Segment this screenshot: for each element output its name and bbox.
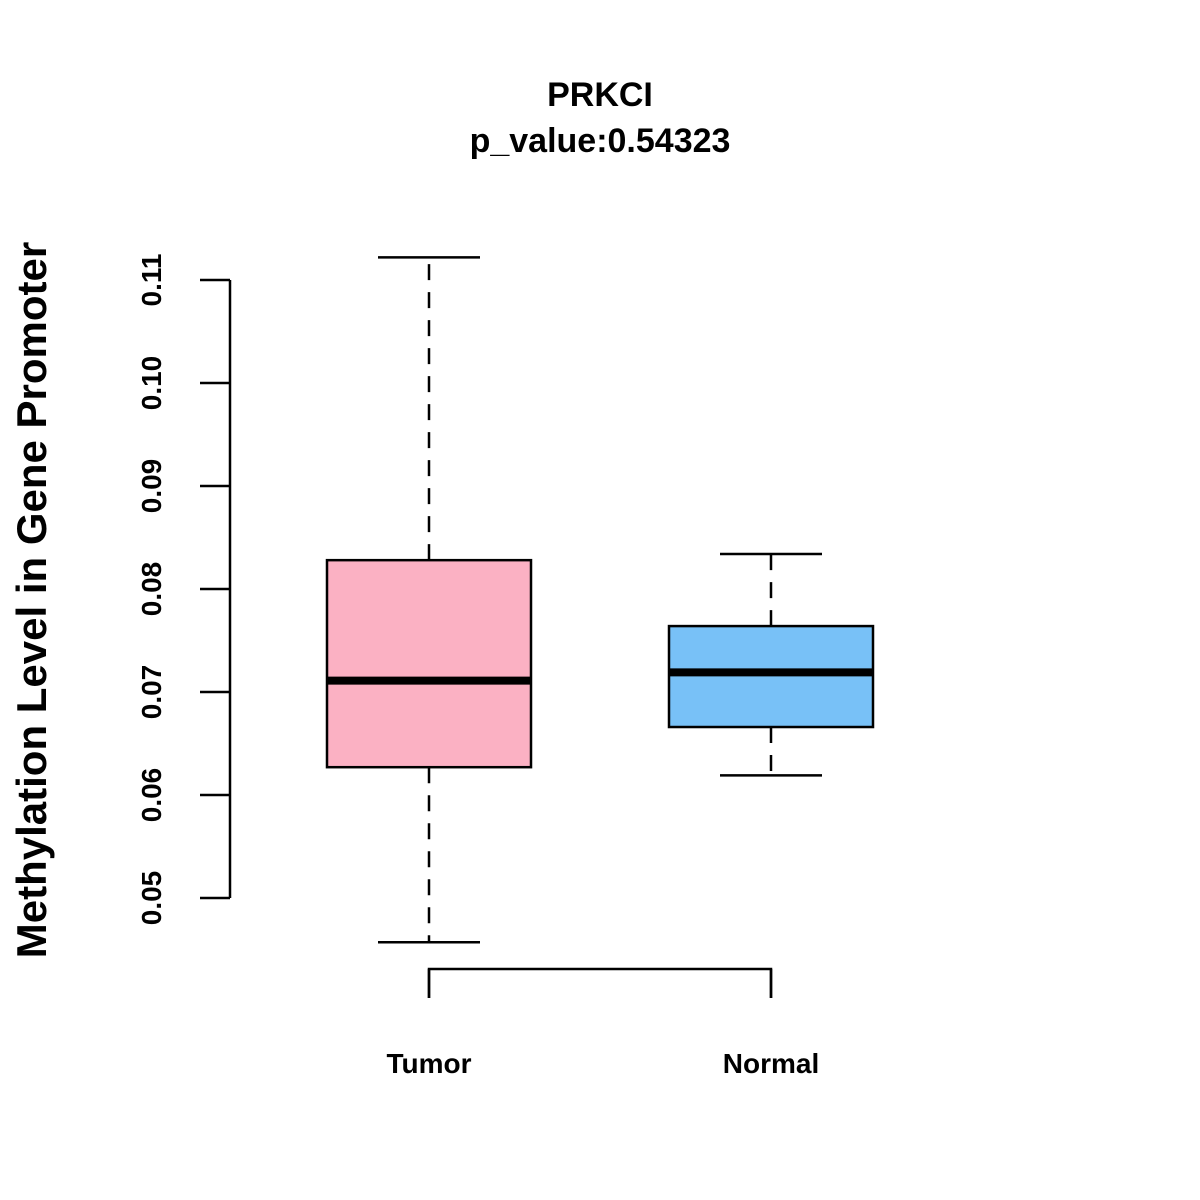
y-tick-label: 0.10 (136, 356, 167, 411)
boxes-group (325, 256, 875, 944)
box-body (667, 624, 875, 729)
box-normal (667, 552, 875, 777)
chart-subtitle: p_value:0.54323 (470, 122, 731, 160)
x-tick-label-tumor: Tumor (386, 1048, 471, 1079)
y-tick-label: 0.09 (136, 459, 167, 514)
x-axis-line (427, 967, 773, 998)
y-tick-label: 0.08 (136, 562, 167, 617)
x-axis: Tumor Normal (386, 967, 819, 1079)
y-axis: 0.05 0.06 0.07 0.08 0.09 0.10 0.11 (136, 254, 232, 926)
box-body (325, 558, 533, 769)
y-tick-label: 0.11 (136, 254, 167, 307)
y-tick-label: 0.05 (136, 871, 167, 926)
x-tick-label-normal: Normal (723, 1048, 819, 1079)
y-axis-label: Methylation Level in Gene Promoter (8, 242, 55, 958)
y-tick-label: 0.07 (136, 665, 167, 720)
y-tick-label: 0.06 (136, 768, 167, 823)
box-tumor (325, 256, 533, 944)
chart-title: PRKCI (547, 76, 653, 114)
